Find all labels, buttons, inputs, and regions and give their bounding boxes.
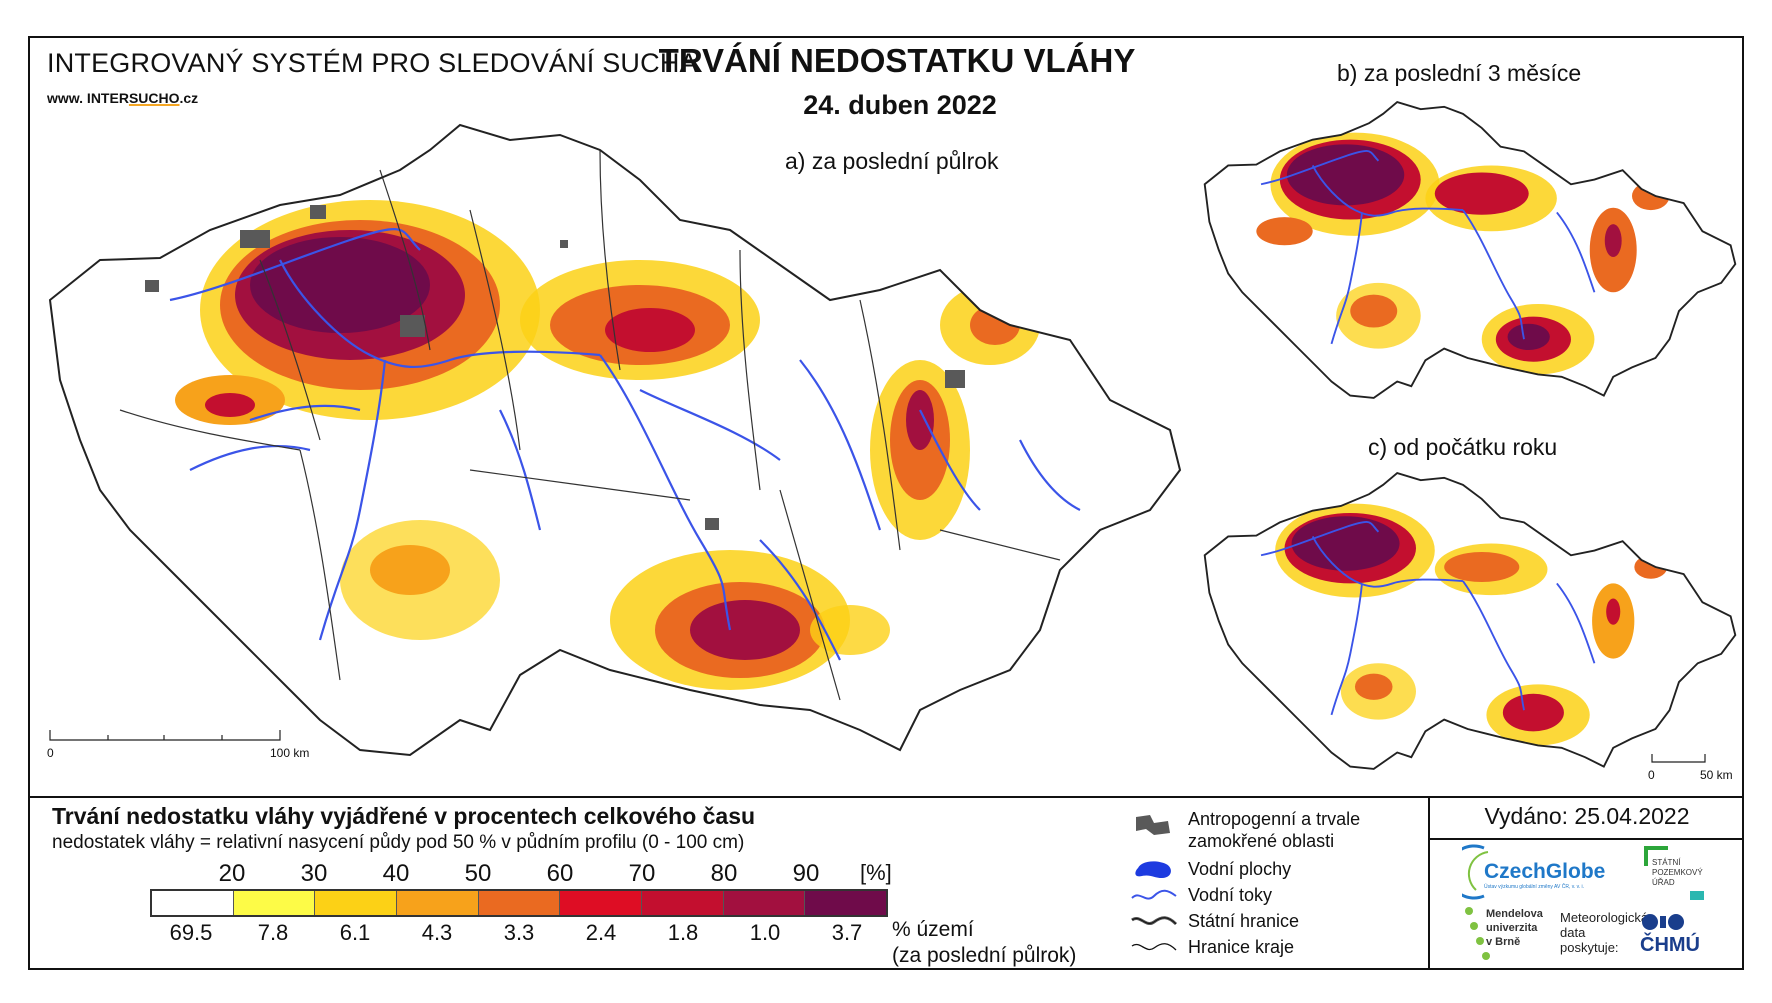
legend-tick: 90	[792, 860, 820, 887]
spu-line2: POZEMKOVÝ	[1652, 868, 1703, 877]
anthropogenic-area-icon	[1136, 815, 1170, 835]
map-a-scalebar	[49, 730, 281, 741]
area-percentage: 4.3	[421, 920, 453, 945]
legend-title: Trvání nedostatku vláhy vyjádřené v proc…	[52, 803, 756, 829]
legend-region-border: Hranice kraje	[1188, 937, 1295, 957]
publisher-divider	[1428, 798, 1430, 970]
mendel-line3: v Brně	[1486, 936, 1521, 948]
legend-tick: 60	[546, 860, 574, 887]
anthropogenic-line1: Antropogenní a trvale	[1188, 809, 1361, 829]
mendel-logo-text: Mendelova univerzita v Brně	[1486, 907, 1543, 949]
state-border-icon	[1131, 916, 1178, 926]
map-b-3months	[1203, 101, 1737, 399]
map-c-label: c) od počátku roku	[1368, 434, 1558, 460]
meteo-line3: poskytuje:	[1560, 940, 1619, 955]
color-class-2	[315, 891, 398, 915]
website-link[interactable]: www. INTERSUCHO.cz	[47, 90, 198, 106]
color-class-0	[152, 891, 234, 915]
chmu-logo-mark	[1642, 914, 1684, 930]
publisher-separator	[1428, 838, 1744, 840]
czechglobe-name: CzechGlobe	[1484, 860, 1606, 883]
www-prefix: www. INTER	[47, 90, 129, 106]
mendel-logo-dots	[1465, 907, 1490, 960]
area-percentage: 6.1	[339, 920, 371, 945]
legend-unit: [%]	[860, 860, 892, 885]
meteo-line2: data	[1560, 925, 1586, 940]
area-percentage: 69.5	[169, 920, 213, 945]
color-class-3	[397, 891, 479, 915]
water-body-icon	[1135, 861, 1171, 878]
legend-tick: 20	[218, 860, 246, 887]
area-percentage: 1.0	[749, 920, 781, 945]
map-a-halfyear	[48, 123, 1182, 757]
spu-line1: STÁTNÍ	[1652, 858, 1681, 867]
map-b-label: b) za poslední 3 měsíce	[1337, 60, 1582, 86]
anthropogenic-line2: zamokřené oblasti	[1188, 831, 1335, 851]
legend-anthropogenic: Antropogenní a trvale zamokřené oblasti	[1188, 808, 1360, 852]
legend-tick: 70	[628, 860, 656, 887]
area-percentage: 3.7	[831, 920, 863, 945]
map-a-label: a) za poslední půlrok	[785, 148, 999, 174]
area-percentage: 3.3	[503, 920, 535, 945]
legend-subtitle: nedostatek vláhy = relativní nasycení pů…	[52, 832, 745, 853]
region-border-icon	[1131, 943, 1177, 951]
meteo-data-provider: Meteorologická data poskytuje:	[1560, 910, 1648, 955]
pct-caption-line1: % území	[892, 918, 974, 941]
main-title: TRVÁNÍ NEDOSTATKU VLÁHY	[658, 42, 1136, 79]
map-c-scale-end: 50 km	[1700, 768, 1733, 782]
map-a-scale-end: 100 km	[270, 746, 310, 760]
meteo-line1: Meteorologická	[1560, 910, 1649, 925]
mendel-line1: Mendelova	[1486, 908, 1543, 920]
spu-logo-text: STÁTNÍ POZEMKOVÝ ÚŘAD	[1652, 858, 1703, 888]
www-highlight: SUCHO	[128, 90, 180, 106]
color-class-6	[642, 891, 724, 915]
mendel-line2: univerzita	[1486, 922, 1538, 934]
chmu-name: ČHMÚ	[1640, 934, 1700, 956]
color-scale-bar	[150, 889, 888, 917]
area-percentage-caption: % území (za poslední půlrok)	[892, 917, 1076, 969]
color-class-1	[233, 891, 316, 915]
map-c-scalebar	[1651, 754, 1706, 763]
legend-state-border: Státní hranice	[1188, 911, 1300, 931]
spu-accent	[1690, 891, 1704, 900]
map-c-scale-start: 0	[1648, 768, 1655, 782]
legend-tick: 50	[464, 860, 492, 887]
spu-logo-mark	[1644, 846, 1668, 866]
area-percentage: 1.8	[667, 920, 699, 945]
color-class-8	[805, 891, 887, 915]
color-class-4	[478, 891, 561, 915]
www-suffix: .cz	[179, 90, 199, 106]
pct-caption-line2: (za poslední půlrok)	[892, 944, 1077, 967]
czechglobe-logo	[1462, 844, 1489, 900]
area-percentage: 2.4	[585, 920, 617, 945]
issued-date: Vydáno: 25.04.2022	[1484, 803, 1690, 829]
map-a-scale-start: 0	[47, 746, 54, 760]
legend-tick: 30	[300, 860, 328, 887]
czechglobe-subtitle: Ústav výzkumu globální změny AV ČR, v. v…	[1484, 884, 1585, 890]
map-c-since-year-start	[1203, 472, 1737, 770]
legend-rivers: Vodní toky	[1188, 885, 1273, 905]
spu-line3: ÚŘAD	[1652, 878, 1675, 887]
color-class-5	[560, 891, 643, 915]
map-date: 24. duben 2022	[803, 90, 997, 120]
system-title: INTEGROVANÝ SYSTÉM PRO SLEDOVÁNÍ SUCHA	[47, 48, 698, 78]
area-percentage: 7.8	[257, 920, 289, 945]
legend-tick: 40	[382, 860, 410, 887]
legend-divider	[28, 796, 1744, 798]
legend-tick: 80	[710, 860, 738, 887]
river-icon	[1131, 889, 1177, 900]
legend-water-bodies: Vodní plochy	[1188, 859, 1292, 879]
color-class-7	[723, 891, 806, 915]
